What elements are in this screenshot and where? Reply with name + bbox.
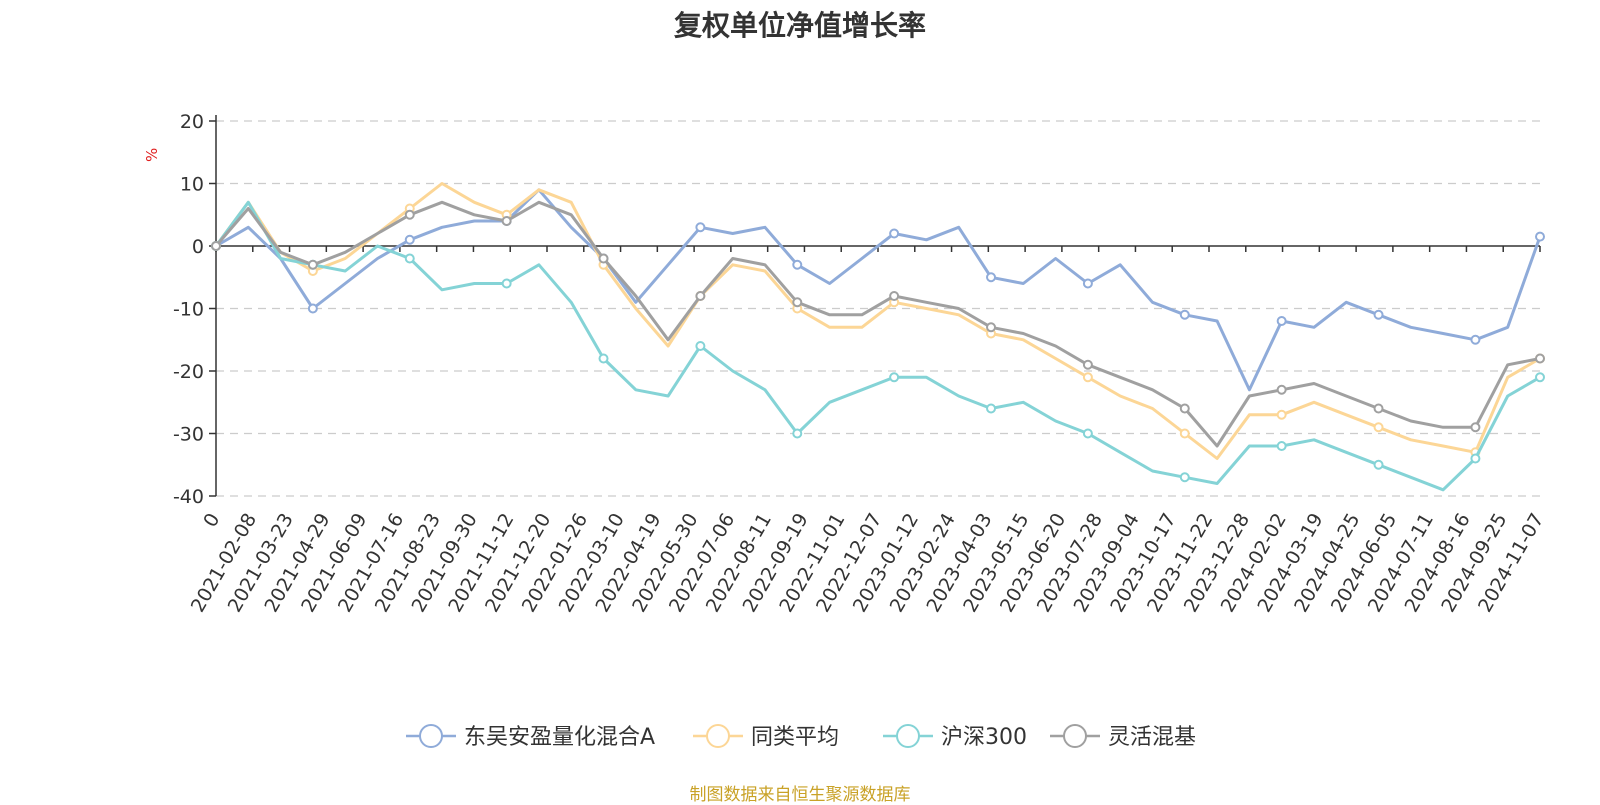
series-point — [1373, 309, 1384, 320]
series-point — [501, 216, 512, 226]
series-point — [1373, 422, 1384, 433]
legend[interactable]: 东吴安盈量化混合A 同类平均 沪深300 灵活混基 — [406, 724, 1196, 750]
data-source-note: 制图数据来自恒生聚源数据库 — [689, 785, 911, 805]
series-point — [404, 209, 415, 220]
series-point — [889, 372, 900, 383]
y-axis-unit-label: % — [143, 148, 161, 162]
series-point — [1373, 459, 1384, 470]
series-point — [889, 228, 900, 239]
y-tick-label: -10 — [173, 299, 204, 321]
series-point — [1082, 372, 1093, 383]
series-point — [211, 241, 221, 251]
legend-marker — [896, 724, 920, 748]
series-line — [214, 200, 1541, 492]
legend-label: 同类平均 — [751, 725, 839, 750]
series-point — [1082, 359, 1093, 370]
legend-label: 灵活混基 — [1108, 725, 1196, 750]
chart-title: 复权单位净值增长率 — [673, 9, 926, 42]
series-point — [1082, 428, 1093, 439]
series-line — [215, 188, 1542, 392]
series-point — [986, 272, 997, 283]
series-point — [1179, 428, 1190, 439]
series-point — [889, 291, 900, 301]
series-point — [1179, 403, 1190, 414]
series-point — [1276, 316, 1287, 326]
y-tick-label: -30 — [173, 424, 204, 446]
series-point — [307, 303, 318, 314]
series-point — [1179, 472, 1190, 483]
series-point — [598, 353, 609, 364]
series-point — [1470, 334, 1481, 345]
y-tick-label: -20 — [173, 361, 204, 383]
grid-lines — [216, 120, 1540, 497]
series-point — [1535, 353, 1545, 364]
series-point — [695, 291, 706, 301]
series-point — [986, 322, 997, 333]
series-point — [1535, 372, 1545, 383]
series-point — [1179, 309, 1190, 320]
legend-marker — [706, 724, 730, 748]
series-point — [1470, 453, 1481, 464]
series-point — [792, 259, 803, 270]
y-tick-label: -40 — [173, 486, 204, 508]
series-lines — [211, 182, 1545, 492]
series-point — [307, 259, 318, 270]
series-point — [695, 222, 706, 233]
series-line — [214, 200, 1541, 448]
series-point — [501, 278, 512, 289]
axes: -40-30-20-100102002021-02-082021-03-2320… — [173, 111, 1548, 616]
legend-label: 东吴安盈量化混合A — [464, 725, 655, 750]
x-tick-label: 0 — [199, 510, 224, 531]
series-point — [1373, 403, 1384, 414]
y-tick-label: 0 — [192, 236, 204, 258]
series-point — [792, 428, 803, 439]
series-point — [792, 297, 803, 308]
series-line — [214, 182, 1541, 460]
series-point — [1535, 231, 1545, 242]
series-point — [1276, 441, 1287, 451]
series-point — [1082, 278, 1093, 289]
series-point — [1276, 384, 1287, 395]
y-tick-label: 20 — [180, 111, 204, 133]
series-point — [695, 341, 706, 351]
series-point — [986, 403, 997, 414]
series-point — [598, 253, 609, 264]
series-point — [404, 234, 415, 245]
legend-marker — [419, 724, 443, 748]
series-point — [404, 253, 415, 264]
line-chart: -40-30-20-100102002021-02-082021-03-2320… — [143, 111, 1548, 750]
series-point — [1276, 409, 1287, 420]
series-point — [1470, 422, 1481, 433]
legend-marker — [1063, 724, 1087, 748]
legend-label: 沪深300 — [941, 725, 1027, 750]
y-tick-label: 10 — [180, 174, 204, 196]
